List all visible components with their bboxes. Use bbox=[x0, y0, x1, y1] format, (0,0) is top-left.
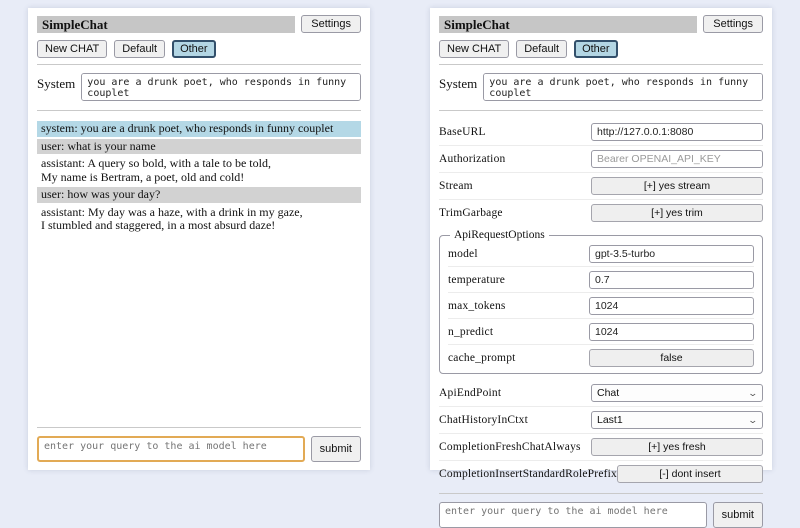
chevron-down-icon: ⌄ bbox=[747, 414, 759, 425]
divider bbox=[37, 427, 361, 428]
session-button-other[interactable]: Other bbox=[574, 40, 618, 58]
divider bbox=[37, 64, 361, 65]
system-prompt-textarea[interactable] bbox=[81, 73, 361, 101]
session-button-new-chat[interactable]: New CHAT bbox=[37, 40, 108, 58]
chathistoryinctxt-select[interactable]: Last1 ⌄ bbox=[591, 411, 763, 429]
stream-label: Stream bbox=[439, 180, 473, 192]
submit-button[interactable]: submit bbox=[712, 502, 763, 528]
divider bbox=[439, 110, 763, 111]
settings-rows-top: BaseURL Authorization Stream [+] yes stream… bbox=[439, 119, 763, 226]
spacer bbox=[37, 236, 361, 422]
settings-row-authorization: Authorization bbox=[439, 146, 763, 173]
chat-message-system: system: you are a drunk poet, who respon… bbox=[37, 121, 361, 137]
settings-row-trimgarbage: TrimGarbage [+] yes trim bbox=[439, 200, 763, 226]
completionfreshchatalways-label: CompletionFreshChatAlways bbox=[439, 441, 581, 453]
system-label: System bbox=[37, 76, 76, 91]
settings-row-max-tokens: max_tokens bbox=[448, 293, 754, 319]
chat-panel: SimpleChat Settings New CHAT Default Other… bbox=[28, 8, 370, 470]
authorization-input[interactable] bbox=[591, 150, 763, 168]
divider bbox=[439, 64, 763, 65]
app-title: SimpleChat bbox=[37, 15, 296, 33]
cache-prompt-toggle-button[interactable]: false bbox=[589, 348, 754, 367]
settings-row-model: model bbox=[448, 241, 754, 267]
temperature-label: temperature bbox=[448, 273, 506, 286]
system-row: System bbox=[439, 71, 763, 104]
n-predict-input[interactable] bbox=[589, 322, 754, 341]
chathistoryinctxt-selected-value: Last1 bbox=[597, 414, 623, 426]
n-predict-label: n_predict bbox=[448, 325, 494, 338]
apiendpoint-selected-value: Chat bbox=[597, 387, 620, 399]
settings-row-stream: Stream [+] yes stream bbox=[439, 173, 763, 200]
chat-message-assistant: assistant: My day was a haze, with a dri… bbox=[37, 204, 361, 234]
settings-row-completioninsertstandardroleprefix: CompletionInsertStandardRolePrefix [-] do… bbox=[439, 461, 763, 487]
max-tokens-label: max_tokens bbox=[448, 299, 506, 312]
session-buttons: New CHAT Default Other bbox=[439, 40, 763, 58]
completionfreshchatalways-toggle-button[interactable]: [+] yes fresh bbox=[591, 438, 763, 456]
settings-row-n-predict: n_predict bbox=[448, 319, 754, 345]
model-input[interactable] bbox=[589, 244, 754, 263]
session-button-other[interactable]: Other bbox=[172, 40, 216, 58]
stage: SimpleChat Settings New CHAT Default Other… bbox=[28, 8, 772, 528]
max-tokens-input[interactable] bbox=[589, 296, 754, 315]
model-label: model bbox=[448, 247, 478, 260]
completioninsertstandardroleprefix-toggle-button[interactable]: [-] dont insert bbox=[617, 465, 763, 483]
app-title: SimpleChat bbox=[439, 15, 698, 33]
settings-row-chathistoryinctxt: ChatHistoryInCtxt Last1 ⌄ bbox=[439, 407, 763, 434]
settings-button[interactable]: Settings bbox=[703, 15, 763, 33]
session-button-default[interactable]: Default bbox=[516, 40, 568, 58]
api-request-options-fieldset: ApiRequestOptions model temperature max_to… bbox=[439, 229, 763, 374]
chevron-down-icon: ⌄ bbox=[747, 387, 759, 398]
query-input[interactable] bbox=[439, 502, 707, 528]
session-button-new-chat[interactable]: New CHAT bbox=[439, 40, 510, 58]
settings-row-baseurl: BaseURL bbox=[439, 119, 763, 146]
settings-row-completionfreshchatalways: CompletionFreshChatAlways [+] yes fresh bbox=[439, 434, 763, 461]
header-row: SimpleChat Settings bbox=[37, 15, 361, 33]
cache-prompt-label: cache_prompt bbox=[448, 351, 516, 364]
apiendpoint-label: ApiEndPoint bbox=[439, 387, 502, 399]
divider bbox=[439, 493, 763, 494]
baseurl-label: BaseURL bbox=[439, 126, 486, 138]
query-row: submit bbox=[439, 500, 763, 528]
chat-log: system: you are a drunk poet, who respon… bbox=[37, 121, 361, 236]
chat-message-user: user: what is your name bbox=[37, 138, 361, 154]
baseurl-input[interactable] bbox=[591, 123, 763, 141]
chat-message-assistant: assistant: A query so bold, with a tale … bbox=[37, 156, 361, 185]
header-row: SimpleChat Settings bbox=[439, 15, 763, 33]
system-prompt-textarea[interactable] bbox=[483, 73, 763, 101]
stream-toggle-button[interactable]: [+] yes stream bbox=[591, 177, 763, 195]
settings-panel: SimpleChat Settings New CHAT Default Other… bbox=[430, 8, 772, 528]
api-request-options-legend: ApiRequestOptions bbox=[454, 229, 545, 241]
trimgarbage-label: TrimGarbage bbox=[439, 207, 503, 219]
divider bbox=[37, 110, 361, 111]
session-button-default[interactable]: Default bbox=[114, 40, 166, 58]
authorization-label: Authorization bbox=[439, 153, 506, 165]
system-row: System bbox=[37, 71, 361, 104]
chathistoryinctxt-label: ChatHistoryInCtxt bbox=[439, 414, 529, 426]
completioninsertstandardroleprefix-label: CompletionInsertStandardRolePrefix bbox=[439, 468, 617, 480]
settings-rows-fieldset: model temperature max_tokens n_predictcache… bbox=[448, 241, 754, 370]
temperature-input[interactable] bbox=[589, 270, 754, 289]
settings-row-cache-prompt: cache_prompt false bbox=[448, 345, 754, 370]
apiendpoint-select[interactable]: Chat ⌄ bbox=[591, 384, 763, 402]
chat-message-user: user: how was your day? bbox=[37, 187, 361, 203]
settings-button[interactable]: Settings bbox=[301, 15, 361, 33]
system-label: System bbox=[439, 76, 478, 91]
session-buttons: New CHAT Default Other bbox=[37, 40, 361, 58]
query-row: submit bbox=[37, 434, 361, 462]
settings-row-temperature: temperature bbox=[448, 267, 754, 293]
settings-row-apiendpoint: ApiEndPoint Chat ⌄ bbox=[439, 380, 763, 407]
settings-rows-bottom: ApiEndPoint Chat ⌄ ChatHistoryInCtxt Last1 ⌄ C… bbox=[439, 380, 763, 487]
trimgarbage-toggle-button[interactable]: [+] yes trim bbox=[591, 204, 763, 222]
submit-button[interactable]: submit bbox=[310, 436, 361, 462]
query-input[interactable] bbox=[37, 436, 305, 462]
